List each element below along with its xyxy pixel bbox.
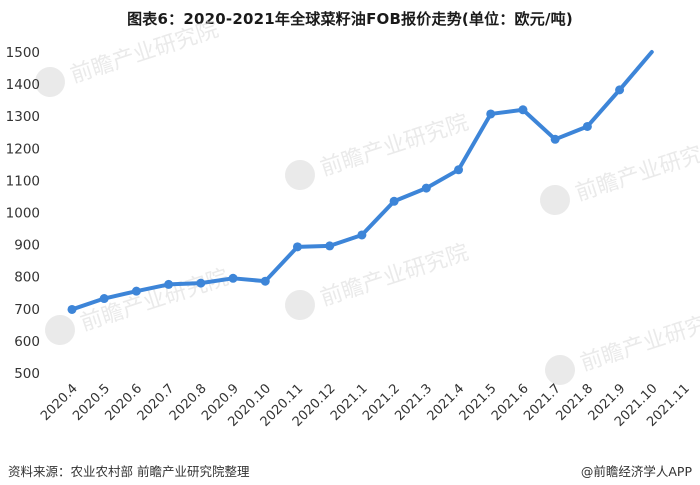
data-point bbox=[292, 242, 302, 252]
watermark-text: 前瞻产业研究院 bbox=[318, 110, 472, 181]
data-point bbox=[164, 279, 174, 289]
watermark-logo-icon bbox=[540, 185, 570, 215]
data-point bbox=[325, 241, 335, 251]
data-point bbox=[357, 230, 367, 240]
watermark: 前瞻产业研究院 bbox=[35, 17, 222, 97]
data-point bbox=[67, 304, 77, 314]
series-line bbox=[70, 50, 654, 312]
watermark: 前瞻产业研究院 bbox=[540, 135, 700, 215]
y-tick-label: 1300 bbox=[6, 109, 40, 125]
y-tick-label: 700 bbox=[14, 302, 40, 318]
watermark-text: 前瞻产业研究院 bbox=[573, 135, 700, 206]
y-tick-label: 1400 bbox=[6, 77, 40, 93]
data-point bbox=[131, 286, 141, 296]
y-tick-label: 1200 bbox=[6, 141, 40, 157]
watermark-logo-icon bbox=[285, 290, 315, 320]
watermark-text: 前瞻产业研究院 bbox=[578, 305, 700, 376]
watermark-logo-icon bbox=[285, 160, 315, 190]
data-point bbox=[582, 121, 592, 131]
data-point bbox=[99, 294, 109, 304]
data-point bbox=[518, 105, 528, 115]
y-tick-label: 600 bbox=[14, 334, 40, 350]
data-point bbox=[389, 196, 399, 206]
watermark-logo-icon bbox=[545, 355, 575, 385]
brand-label: @前瞻经济学人APP bbox=[580, 464, 692, 479]
watermark-text: 前瞻产业研究院 bbox=[318, 240, 472, 311]
data-point bbox=[196, 278, 206, 288]
data-point bbox=[550, 134, 560, 144]
watermark-logo-icon bbox=[35, 67, 65, 97]
y-tick-label: 800 bbox=[14, 270, 40, 286]
watermark-text: 前瞻产业研究院 bbox=[68, 17, 222, 88]
data-point bbox=[260, 276, 270, 286]
y-tick-label: 1000 bbox=[6, 206, 40, 222]
data-point bbox=[486, 109, 496, 119]
watermark: 前瞻产业研究院 bbox=[285, 240, 472, 320]
y-tick-label: 900 bbox=[14, 238, 40, 254]
data-point bbox=[421, 183, 431, 193]
chart-title: 图表6：2020-2021年全球菜籽油FOB报价走势(单位：欧元/吨) bbox=[127, 10, 573, 28]
data-point bbox=[228, 273, 238, 283]
source-note: 资料来源：农业农村部 前瞻产业研究院整理 bbox=[8, 464, 250, 479]
data-point bbox=[615, 85, 625, 95]
watermark: 前瞻产业研究院 bbox=[545, 305, 700, 385]
watermark-logo-icon bbox=[45, 315, 75, 345]
data-point bbox=[454, 165, 464, 175]
watermark: 前瞻产业研究院 bbox=[285, 110, 472, 190]
y-tick-label: 1100 bbox=[6, 173, 40, 189]
y-tick-label: 500 bbox=[14, 366, 40, 382]
y-tick-label: 1500 bbox=[6, 45, 40, 61]
watermark: 前瞻产业研究院 bbox=[45, 265, 232, 345]
